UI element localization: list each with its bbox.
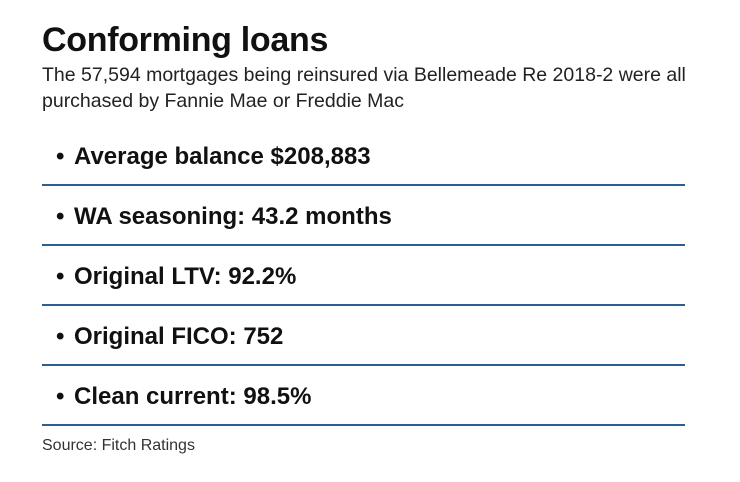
- bullet-icon: •: [56, 143, 65, 170]
- stat-original-fico: • Original FICO: 752: [42, 308, 685, 366]
- stat-average-balance: • Average balance $208,883: [42, 128, 685, 186]
- stat-label: Original LTV: 92.2%: [74, 263, 297, 290]
- bullet-icon: •: [56, 203, 65, 230]
- stat-label: Average balance $208,883: [74, 143, 371, 170]
- bullet-icon: •: [56, 383, 65, 410]
- page-subtitle: The 57,594 mortgages being reinsured via…: [42, 64, 686, 112]
- stat-clean-current: • Clean current: 98.5%: [42, 368, 685, 426]
- stats-list: • Average balance $208,883 • WA seasonin…: [42, 128, 685, 428]
- page-title: Conforming loans: [42, 21, 329, 59]
- source-note: Source: Fitch Ratings: [42, 437, 195, 454]
- stat-label: WA seasoning: 43.2 months: [74, 203, 392, 230]
- stat-original-ltv: • Original LTV: 92.2%: [42, 248, 685, 306]
- stat-label: Clean current: 98.5%: [74, 383, 312, 410]
- bullet-icon: •: [56, 263, 65, 290]
- stat-wa-seasoning: • WA seasoning: 43.2 months: [42, 188, 685, 246]
- bullet-icon: •: [56, 323, 65, 350]
- stat-label: Original FICO: 752: [74, 323, 284, 350]
